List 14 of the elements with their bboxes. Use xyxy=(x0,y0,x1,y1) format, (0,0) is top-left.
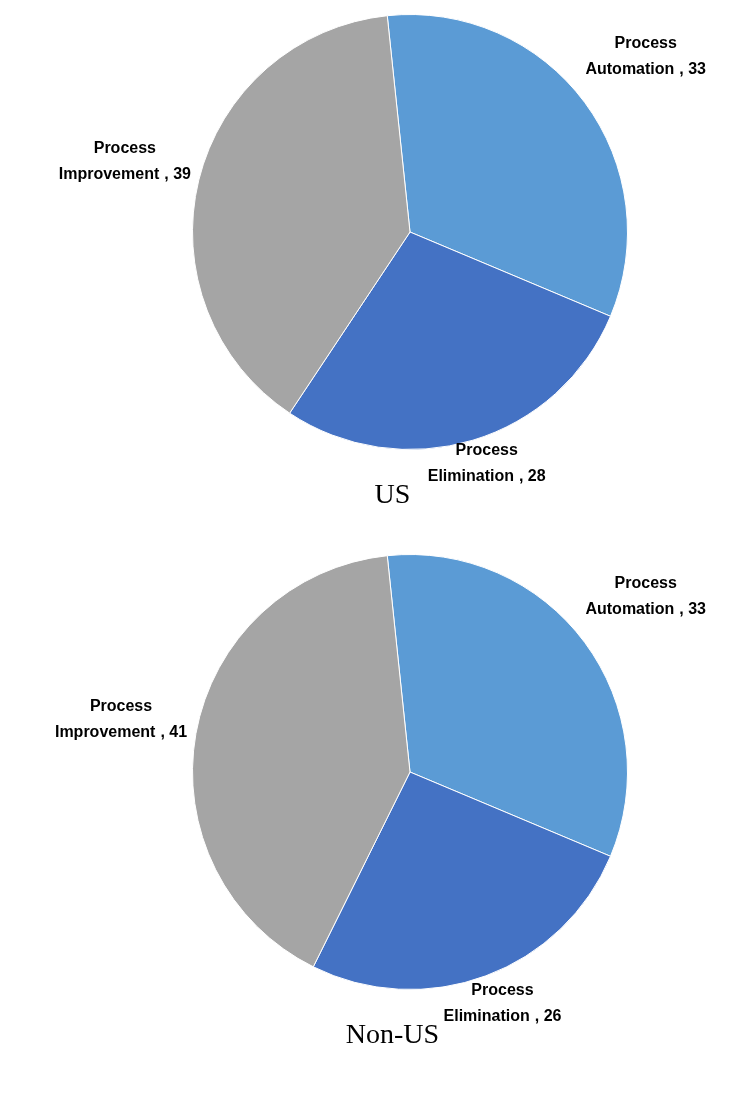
slice-label: Process Automation xyxy=(585,34,677,78)
data-label: , 33 xyxy=(679,60,707,78)
slice-label: Process Elimination xyxy=(443,981,534,1025)
slice-label: Process Improvement xyxy=(58,139,160,183)
data-label: , 28 xyxy=(518,467,546,485)
slice-label: Process Elimination xyxy=(427,441,518,485)
data-label: , 41 xyxy=(160,723,188,741)
data-label: , 33 xyxy=(679,600,707,618)
data-label: , 26 xyxy=(534,1007,562,1025)
text: US xyxy=(374,478,411,509)
slice-label: Process Automation xyxy=(585,574,677,618)
text: Non-US xyxy=(345,1018,440,1049)
slice-label: Process Improvement xyxy=(54,697,157,741)
data-label: , 39 xyxy=(164,165,192,183)
